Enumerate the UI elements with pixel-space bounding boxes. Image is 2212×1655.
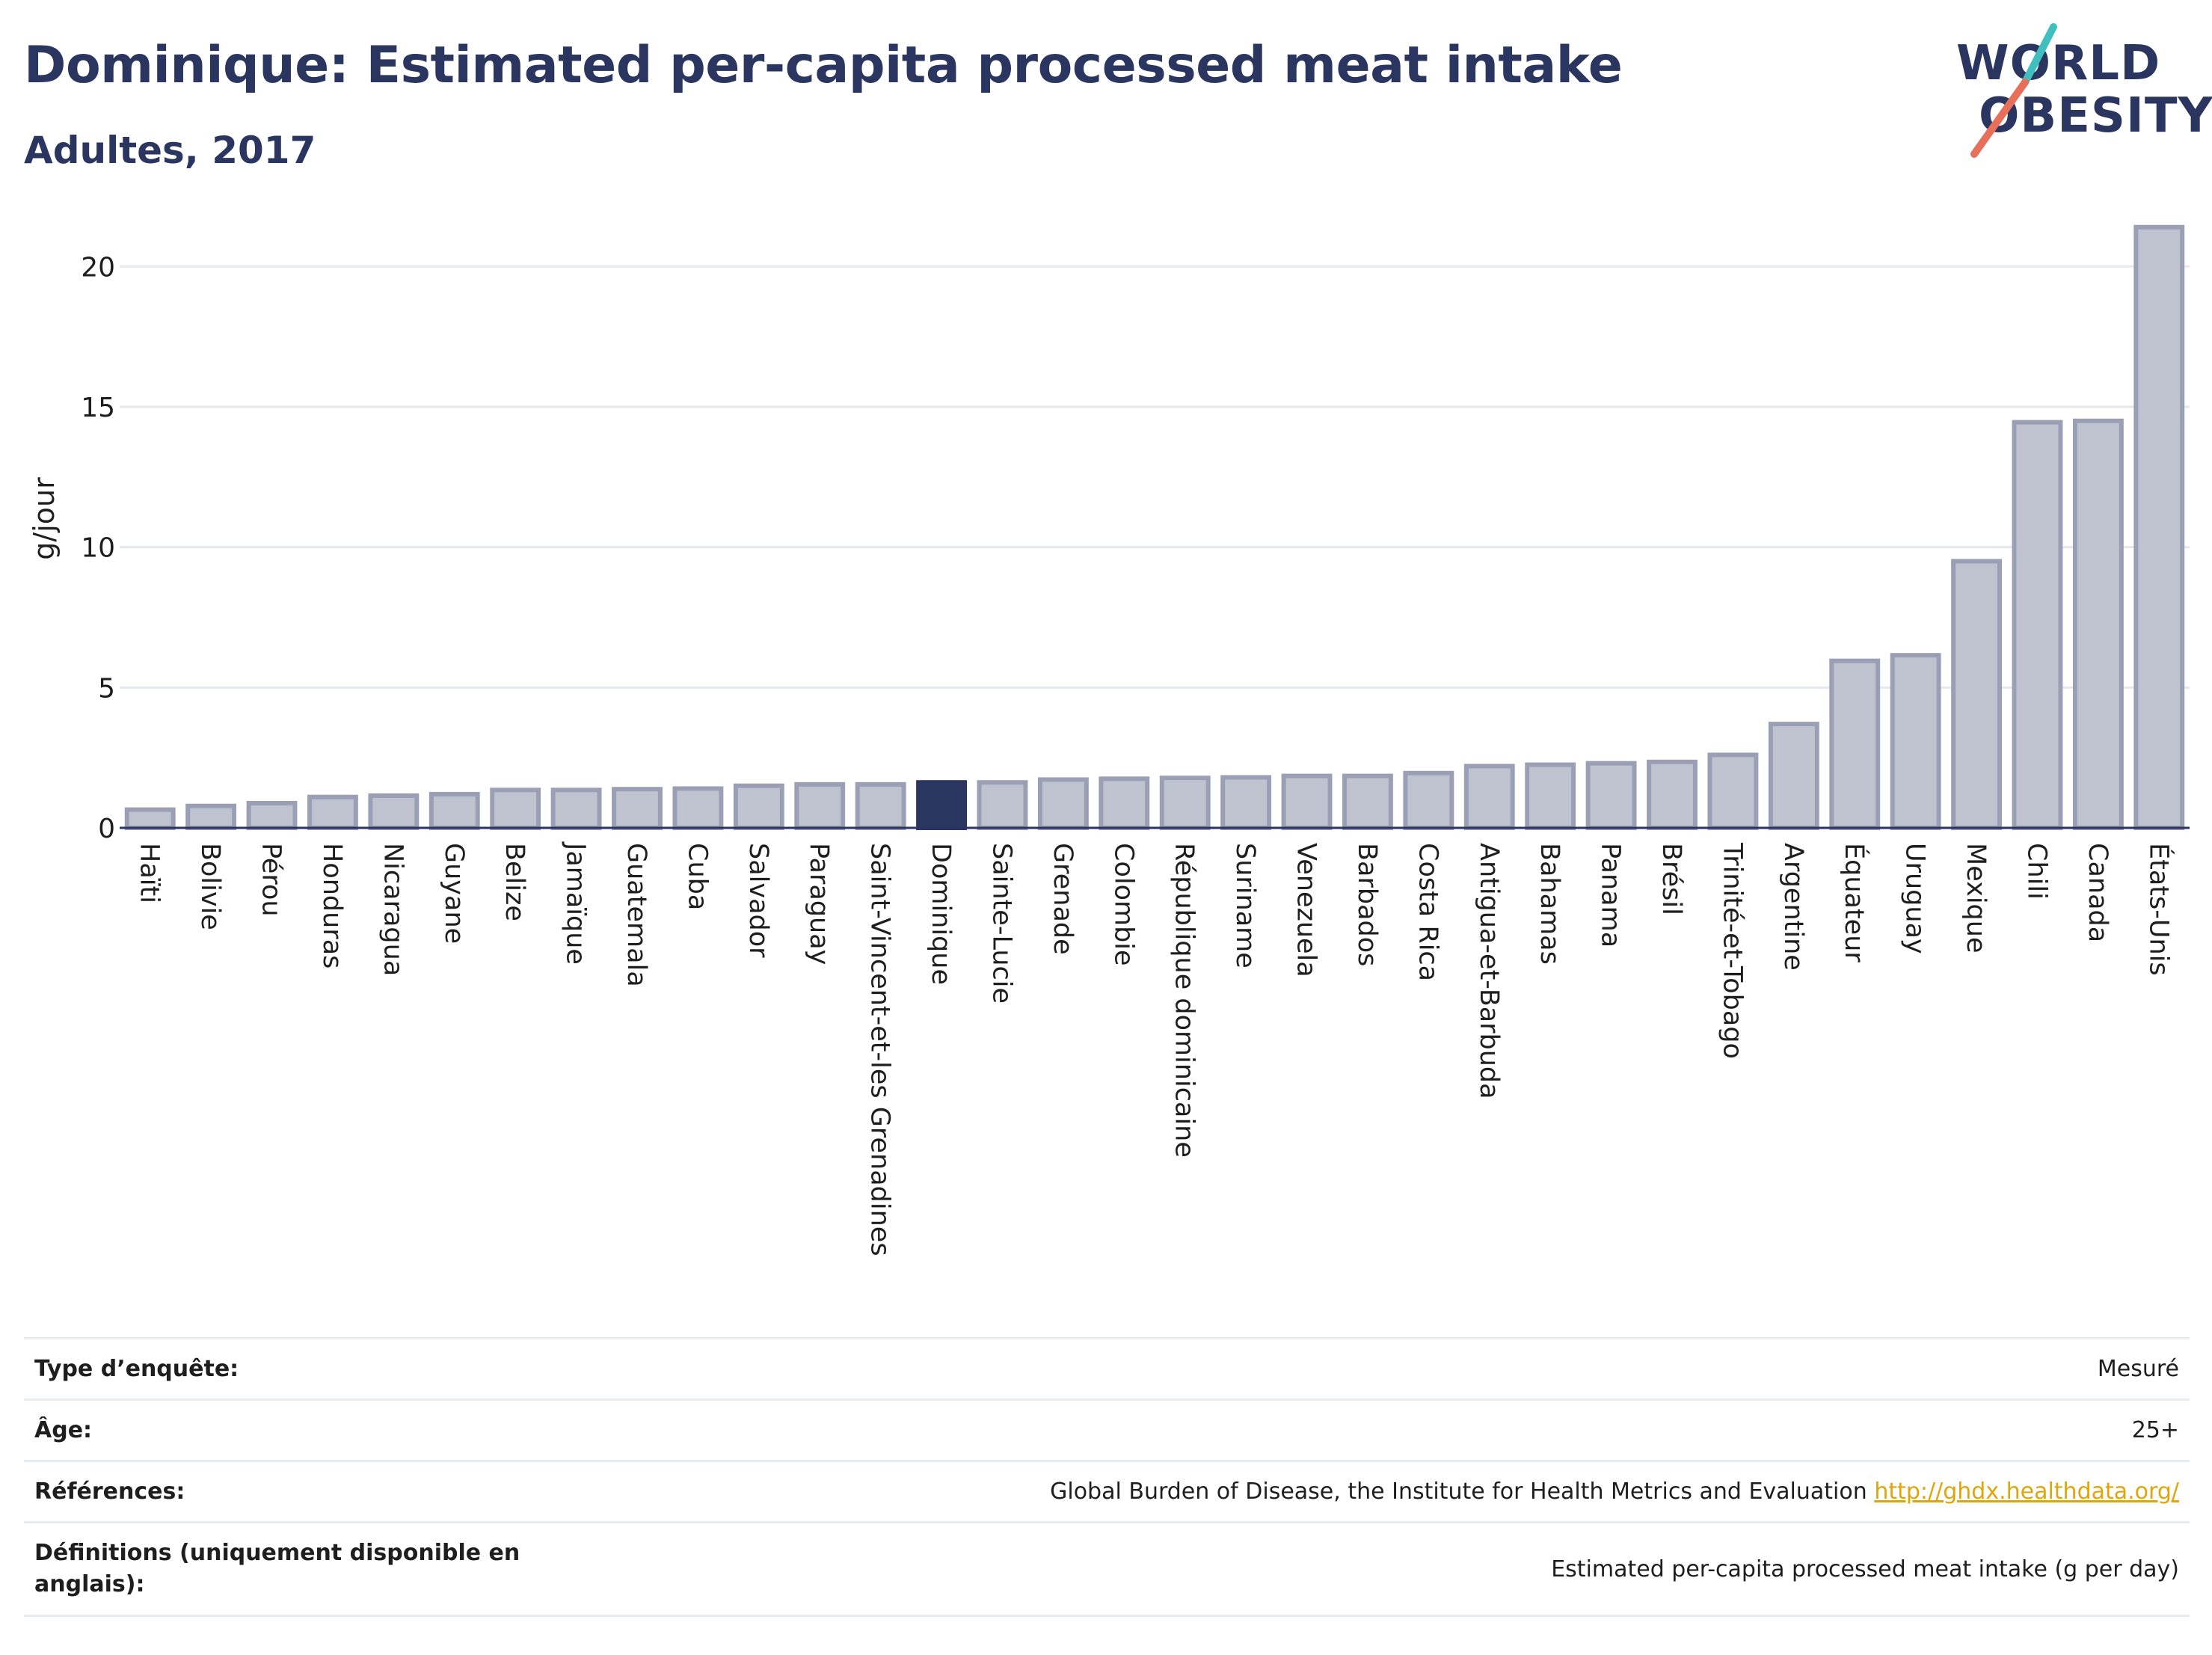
bar-suriname[interactable] bbox=[1220, 775, 1272, 831]
x-category-label: Belize bbox=[500, 843, 529, 921]
x-category-label: République dominicaine bbox=[1170, 843, 1199, 1158]
page-subtitle: Adultes, 2017 bbox=[24, 129, 316, 172]
meta-key: Définitions (uniquement disponible en an… bbox=[34, 1540, 520, 1597]
meta-value: Global Burden of Disease, the Institute … bbox=[1050, 1479, 1867, 1505]
x-category-label: Cuba bbox=[682, 843, 712, 910]
x-category-label: Barbados bbox=[1352, 843, 1382, 966]
bar-antigua-et-barbuda[interactable] bbox=[1463, 764, 1515, 830]
meta-key: Âge: bbox=[34, 1416, 93, 1443]
x-category-label: Argentine bbox=[1778, 843, 1808, 971]
x-category-label: Jamaïque bbox=[561, 841, 591, 965]
bar-cuba[interactable] bbox=[672, 786, 724, 831]
bar-panama[interactable] bbox=[1585, 761, 1637, 830]
x-category-label: Panama bbox=[1596, 843, 1626, 948]
x-category-label: Haïti bbox=[135, 843, 165, 903]
x-category-label: Bolivie bbox=[195, 843, 225, 930]
x-category-label: Sainte-Lucie bbox=[986, 843, 1016, 1004]
reference-link[interactable]: http://ghdx.healthdata.org/ bbox=[1874, 1479, 2179, 1505]
bar-grenade[interactable] bbox=[1037, 777, 1089, 830]
bar-nicaragua[interactable] bbox=[368, 793, 420, 830]
world-obesity-logo: WORLD OBESITY bbox=[1944, 22, 2212, 165]
meta-value: Estimated per-capita processed meat inta… bbox=[1551, 1556, 2179, 1582]
bar-p-rou[interactable] bbox=[246, 800, 298, 831]
x-axis-labels: Haïti Bolivie Pérou Honduras Nicaragua Guyane… bbox=[135, 841, 2175, 1256]
x-category-label: Trinité-et-Tobago bbox=[1717, 842, 1747, 1059]
y-tick-label: 0 bbox=[98, 814, 115, 844]
logo-slash-icon bbox=[1970, 23, 2057, 158]
y-tick-label: 10 bbox=[81, 533, 115, 564]
x-category-label: Suriname bbox=[1230, 843, 1260, 968]
x-category-label: Mexique bbox=[1961, 843, 1991, 954]
x-category-label: Dominique bbox=[926, 843, 956, 985]
bar-argentine[interactable] bbox=[1768, 722, 1819, 830]
bar-colombie[interactable] bbox=[1099, 776, 1150, 831]
bar-canada[interactable] bbox=[2072, 418, 2124, 830]
y-axis-ticks: 0 5 10 15 20 bbox=[81, 252, 115, 844]
x-category-label: Uruguay bbox=[1900, 843, 1930, 954]
bar-sainte-lucie[interactable] bbox=[977, 780, 1028, 830]
meta-value: Mesuré bbox=[2097, 1356, 2179, 1382]
x-category-label: Équateur bbox=[1839, 843, 1870, 962]
x-category-label: Chili bbox=[2021, 843, 2051, 900]
bar-mexique[interactable] bbox=[1951, 559, 2002, 830]
bar-barbados[interactable] bbox=[1342, 773, 1393, 830]
bar-bolivie[interactable] bbox=[185, 803, 237, 830]
bar-br-sil[interactable] bbox=[1647, 759, 1698, 831]
x-category-label: Colombie bbox=[1108, 843, 1138, 966]
bar-saint-vincent-et-les-grenadines[interactable] bbox=[855, 782, 906, 830]
metadata-table: Type d’enquête: Mesuré Âge: 25+ Référenc… bbox=[24, 1337, 2190, 1617]
bar-belize[interactable] bbox=[490, 787, 541, 830]
meta-row-age: Âge: 25+ bbox=[24, 1399, 2190, 1461]
x-category-label: Venezuela bbox=[1291, 843, 1321, 977]
bar-dominique[interactable] bbox=[916, 780, 967, 830]
x-category-label: Guyane bbox=[439, 843, 469, 944]
x-category-label: Honduras bbox=[317, 843, 347, 968]
bar-salvador[interactable] bbox=[733, 783, 784, 830]
logo-line-1: WORLD bbox=[1956, 36, 2161, 91]
bar-costa-rica[interactable] bbox=[1403, 770, 1454, 831]
bar-guatemala[interactable] bbox=[612, 787, 663, 831]
bar-guyane[interactable] bbox=[428, 791, 480, 830]
bar-chart: 0 5 10 15 20 Haïti Bolivie Pérou Honduras Nicara… bbox=[28, 224, 2190, 1256]
y-tick-label: 15 bbox=[81, 393, 115, 423]
x-category-label: États-Unis bbox=[2143, 843, 2175, 976]
x-category-label: Grenade bbox=[1048, 843, 1078, 955]
meta-key: Références: bbox=[34, 1478, 185, 1505]
meta-row-survey-type: Type d’enquête: Mesuré bbox=[24, 1338, 2190, 1400]
x-category-label: Costa Rica bbox=[1413, 843, 1443, 981]
x-category-label: Paraguay bbox=[804, 843, 834, 965]
bar-bahamas[interactable] bbox=[1525, 762, 1576, 830]
meta-key: Type d’enquête: bbox=[34, 1355, 239, 1382]
bar--quateur[interactable] bbox=[1829, 658, 1881, 830]
bar-chili[interactable] bbox=[2012, 420, 2063, 830]
x-category-label: Saint-Vincent-et-les Grenadines bbox=[865, 843, 895, 1256]
bar-paraguay[interactable] bbox=[794, 782, 846, 830]
meta-value: 25+ bbox=[2131, 1417, 2179, 1443]
bar-r-publique-dominicaine[interactable] bbox=[1159, 776, 1211, 830]
bar-ha-ti[interactable] bbox=[124, 807, 176, 830]
x-category-label: Nicaragua bbox=[378, 843, 408, 976]
meta-row-definitions: Définitions (uniquement disponible en an… bbox=[24, 1522, 2190, 1616]
bars bbox=[124, 224, 2185, 831]
y-axis-title: g/jour bbox=[28, 477, 61, 560]
bar-trinit-et-tobago[interactable] bbox=[1707, 752, 1759, 830]
x-category-label: Canada bbox=[2083, 843, 2113, 942]
grid-lines bbox=[120, 265, 2190, 689]
y-tick-label: 5 bbox=[98, 673, 115, 704]
bar--tats-unis[interactable] bbox=[2133, 224, 2185, 830]
x-category-label: Pérou bbox=[256, 843, 286, 917]
x-category-label: Brésil bbox=[1656, 843, 1686, 915]
bar-jama-que[interactable] bbox=[550, 787, 602, 830]
bar-venezuela[interactable] bbox=[1281, 773, 1333, 830]
bar-uruguay[interactable] bbox=[1890, 653, 1941, 830]
meta-row-references: Références: Global Burden of Disease, th… bbox=[24, 1461, 2190, 1523]
x-category-label: Guatemala bbox=[621, 843, 651, 987]
bar-honduras[interactable] bbox=[307, 794, 358, 831]
y-tick-label: 20 bbox=[81, 252, 115, 283]
x-category-label: Salvador bbox=[743, 843, 773, 958]
x-category-label: Antigua-et-Barbuda bbox=[1474, 843, 1504, 1099]
page-title: Dominique: Estimated per-capita processe… bbox=[24, 36, 1623, 95]
x-category-label: Bahamas bbox=[1534, 843, 1564, 965]
